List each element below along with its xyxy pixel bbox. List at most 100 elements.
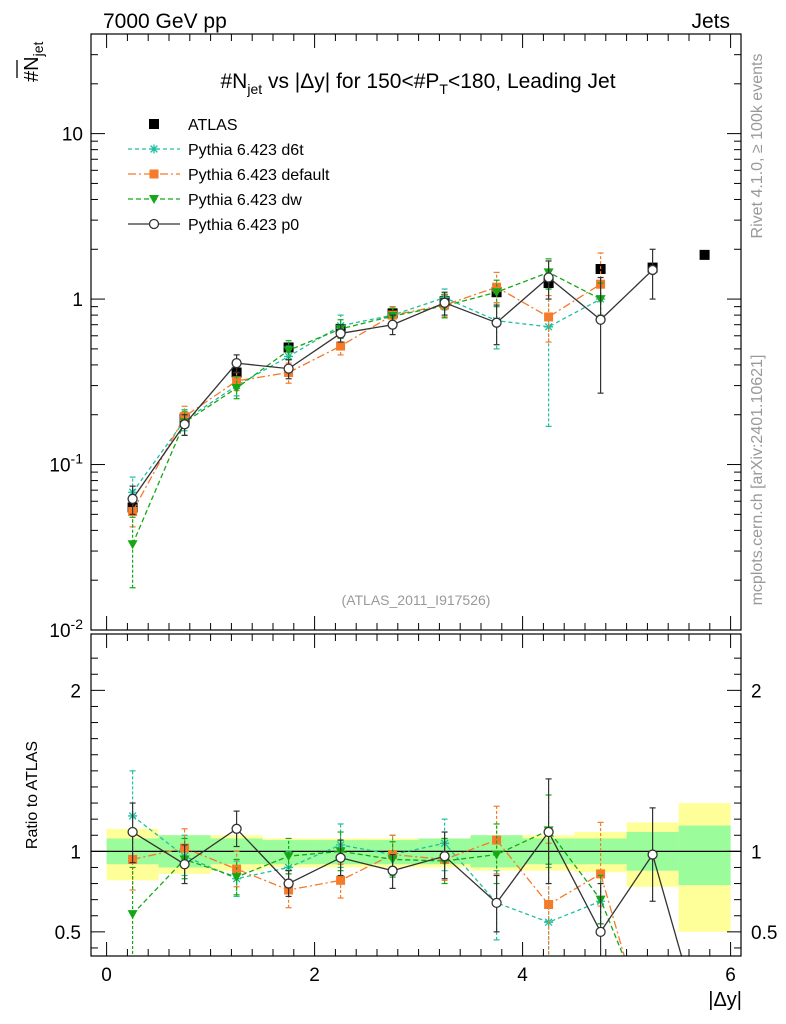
data-point: [596, 869, 606, 879]
main-plot-series: [127, 248, 710, 589]
header-right: Jets: [691, 10, 730, 33]
series-line: [132, 271, 601, 545]
legend: ATLAS Pythia 6.423 d6t Pythia 6.423 defaul…: [128, 117, 330, 234]
legend-marker: [149, 144, 159, 154]
series-line: [132, 296, 601, 493]
rivet-label: Rivet 4.1.0, ≥ 100k events: [749, 54, 766, 239]
y-tick-label: 10-2: [49, 616, 83, 642]
y-tick-label: 10-1: [49, 451, 83, 477]
series-line: [132, 827, 683, 956]
legend-label: Pythia 6.423 p0: [188, 217, 299, 234]
site-label: mcplots.cern.ch [arXiv:2401.10621]: [749, 355, 766, 606]
ratio-y-tick-label-right: 1: [751, 842, 762, 863]
series-line: [132, 283, 601, 512]
data-point: [127, 540, 138, 550]
y-tick-label: 1: [72, 290, 83, 311]
data-point: [491, 850, 502, 860]
data-point: [491, 317, 502, 328]
analysis-watermark: (ATLAS_2011_I917526): [342, 592, 491, 608]
legend-label: Pythia 6.423 d6t: [188, 142, 304, 159]
data-point: [336, 341, 346, 351]
data-point: [127, 493, 138, 505]
legend-marker: [149, 195, 159, 204]
data-point: [491, 897, 502, 909]
data-point: [283, 878, 294, 889]
data-point: [335, 852, 346, 863]
data-point: [595, 926, 606, 937]
ratio-axes: 0 2 4 6 0.5 0.5 1 1 2 2: [55, 634, 777, 986]
data-point: [439, 297, 450, 308]
data-point: [283, 852, 294, 862]
data-point: [284, 351, 294, 361]
svg-text:#Njet: #Njet: [21, 42, 46, 82]
legend-label: Pythia 6.423 dw: [188, 192, 302, 209]
data-point: [336, 875, 346, 885]
x-tick-label: 0: [101, 965, 112, 986]
series-d6t: [128, 285, 606, 513]
data-point: [491, 288, 502, 298]
data-point: [544, 312, 554, 322]
series-p0: [127, 778, 688, 969]
ratio-ylabel: Ratio to ATLAS: [24, 741, 41, 849]
main-frame: [90, 33, 742, 631]
data-point: [283, 346, 294, 356]
data-point: [492, 282, 502, 292]
data-point: [543, 826, 554, 838]
series-dw: [127, 258, 606, 589]
series-atlas: [127, 249, 710, 513]
data-point: [127, 910, 138, 920]
y-tick-label: 10: [62, 125, 83, 146]
header-left: 7000 GeV pp: [103, 10, 227, 33]
series-d6t: [128, 770, 606, 956]
data-point: [127, 826, 138, 838]
green-band: [678, 825, 731, 886]
series-line: [132, 815, 601, 923]
ratio-frame: [90, 633, 742, 957]
atlas-point: [699, 249, 710, 260]
legend-marker: [149, 169, 159, 179]
data-point: [595, 314, 606, 325]
x-tick-label: 2: [309, 965, 320, 986]
data-point: [387, 865, 398, 876]
data-point: [647, 264, 658, 276]
data-point: [231, 357, 242, 369]
main-ylabel: #Njet: [21, 42, 46, 82]
legend-marker: [149, 119, 159, 129]
data-point: [439, 851, 450, 862]
x-tick-label: 4: [517, 965, 528, 986]
series-p0: [127, 248, 658, 515]
data-point: [622, 960, 632, 969]
data-point: [231, 823, 242, 834]
series-dw: [127, 794, 632, 969]
series-line: [132, 269, 654, 500]
series-default: [128, 252, 606, 528]
ratio-y-tick-label-right: 2: [751, 681, 762, 702]
data-point: [387, 319, 398, 330]
data-point: [231, 384, 242, 394]
data-point: [543, 272, 554, 283]
legend-label: Pythia 6.423 default: [188, 167, 330, 184]
x-tick-label: 6: [725, 965, 736, 986]
data-point: [283, 363, 294, 374]
data-point: [179, 859, 190, 870]
ratio-y-tick-label: 2: [70, 681, 81, 702]
series-default: [128, 805, 631, 969]
legend-label: ATLAS: [188, 117, 238, 134]
data-point: [231, 873, 242, 883]
data-point: [179, 419, 190, 430]
ratio-xlabel: |Δy|: [708, 989, 742, 1011]
legend-marker: [148, 218, 160, 230]
ratio-plot-series: [127, 770, 688, 969]
data-point: [544, 899, 554, 909]
data-point: [679, 960, 688, 969]
data-point: [647, 849, 658, 860]
main-title: #Njet vs |Δy| for 150<#PT<180, Leading J…: [220, 70, 615, 97]
data-point: [335, 328, 346, 339]
ratio-y-tick-label: 1: [70, 842, 81, 863]
data-point: [622, 960, 631, 969]
data-point: [492, 835, 502, 845]
main-axes: 10 1 10-1 10-2: [49, 34, 741, 642]
ratio-y-tick-label-right: 0.5: [751, 923, 777, 944]
ratio-y-tick-label: 0.5: [55, 923, 81, 944]
